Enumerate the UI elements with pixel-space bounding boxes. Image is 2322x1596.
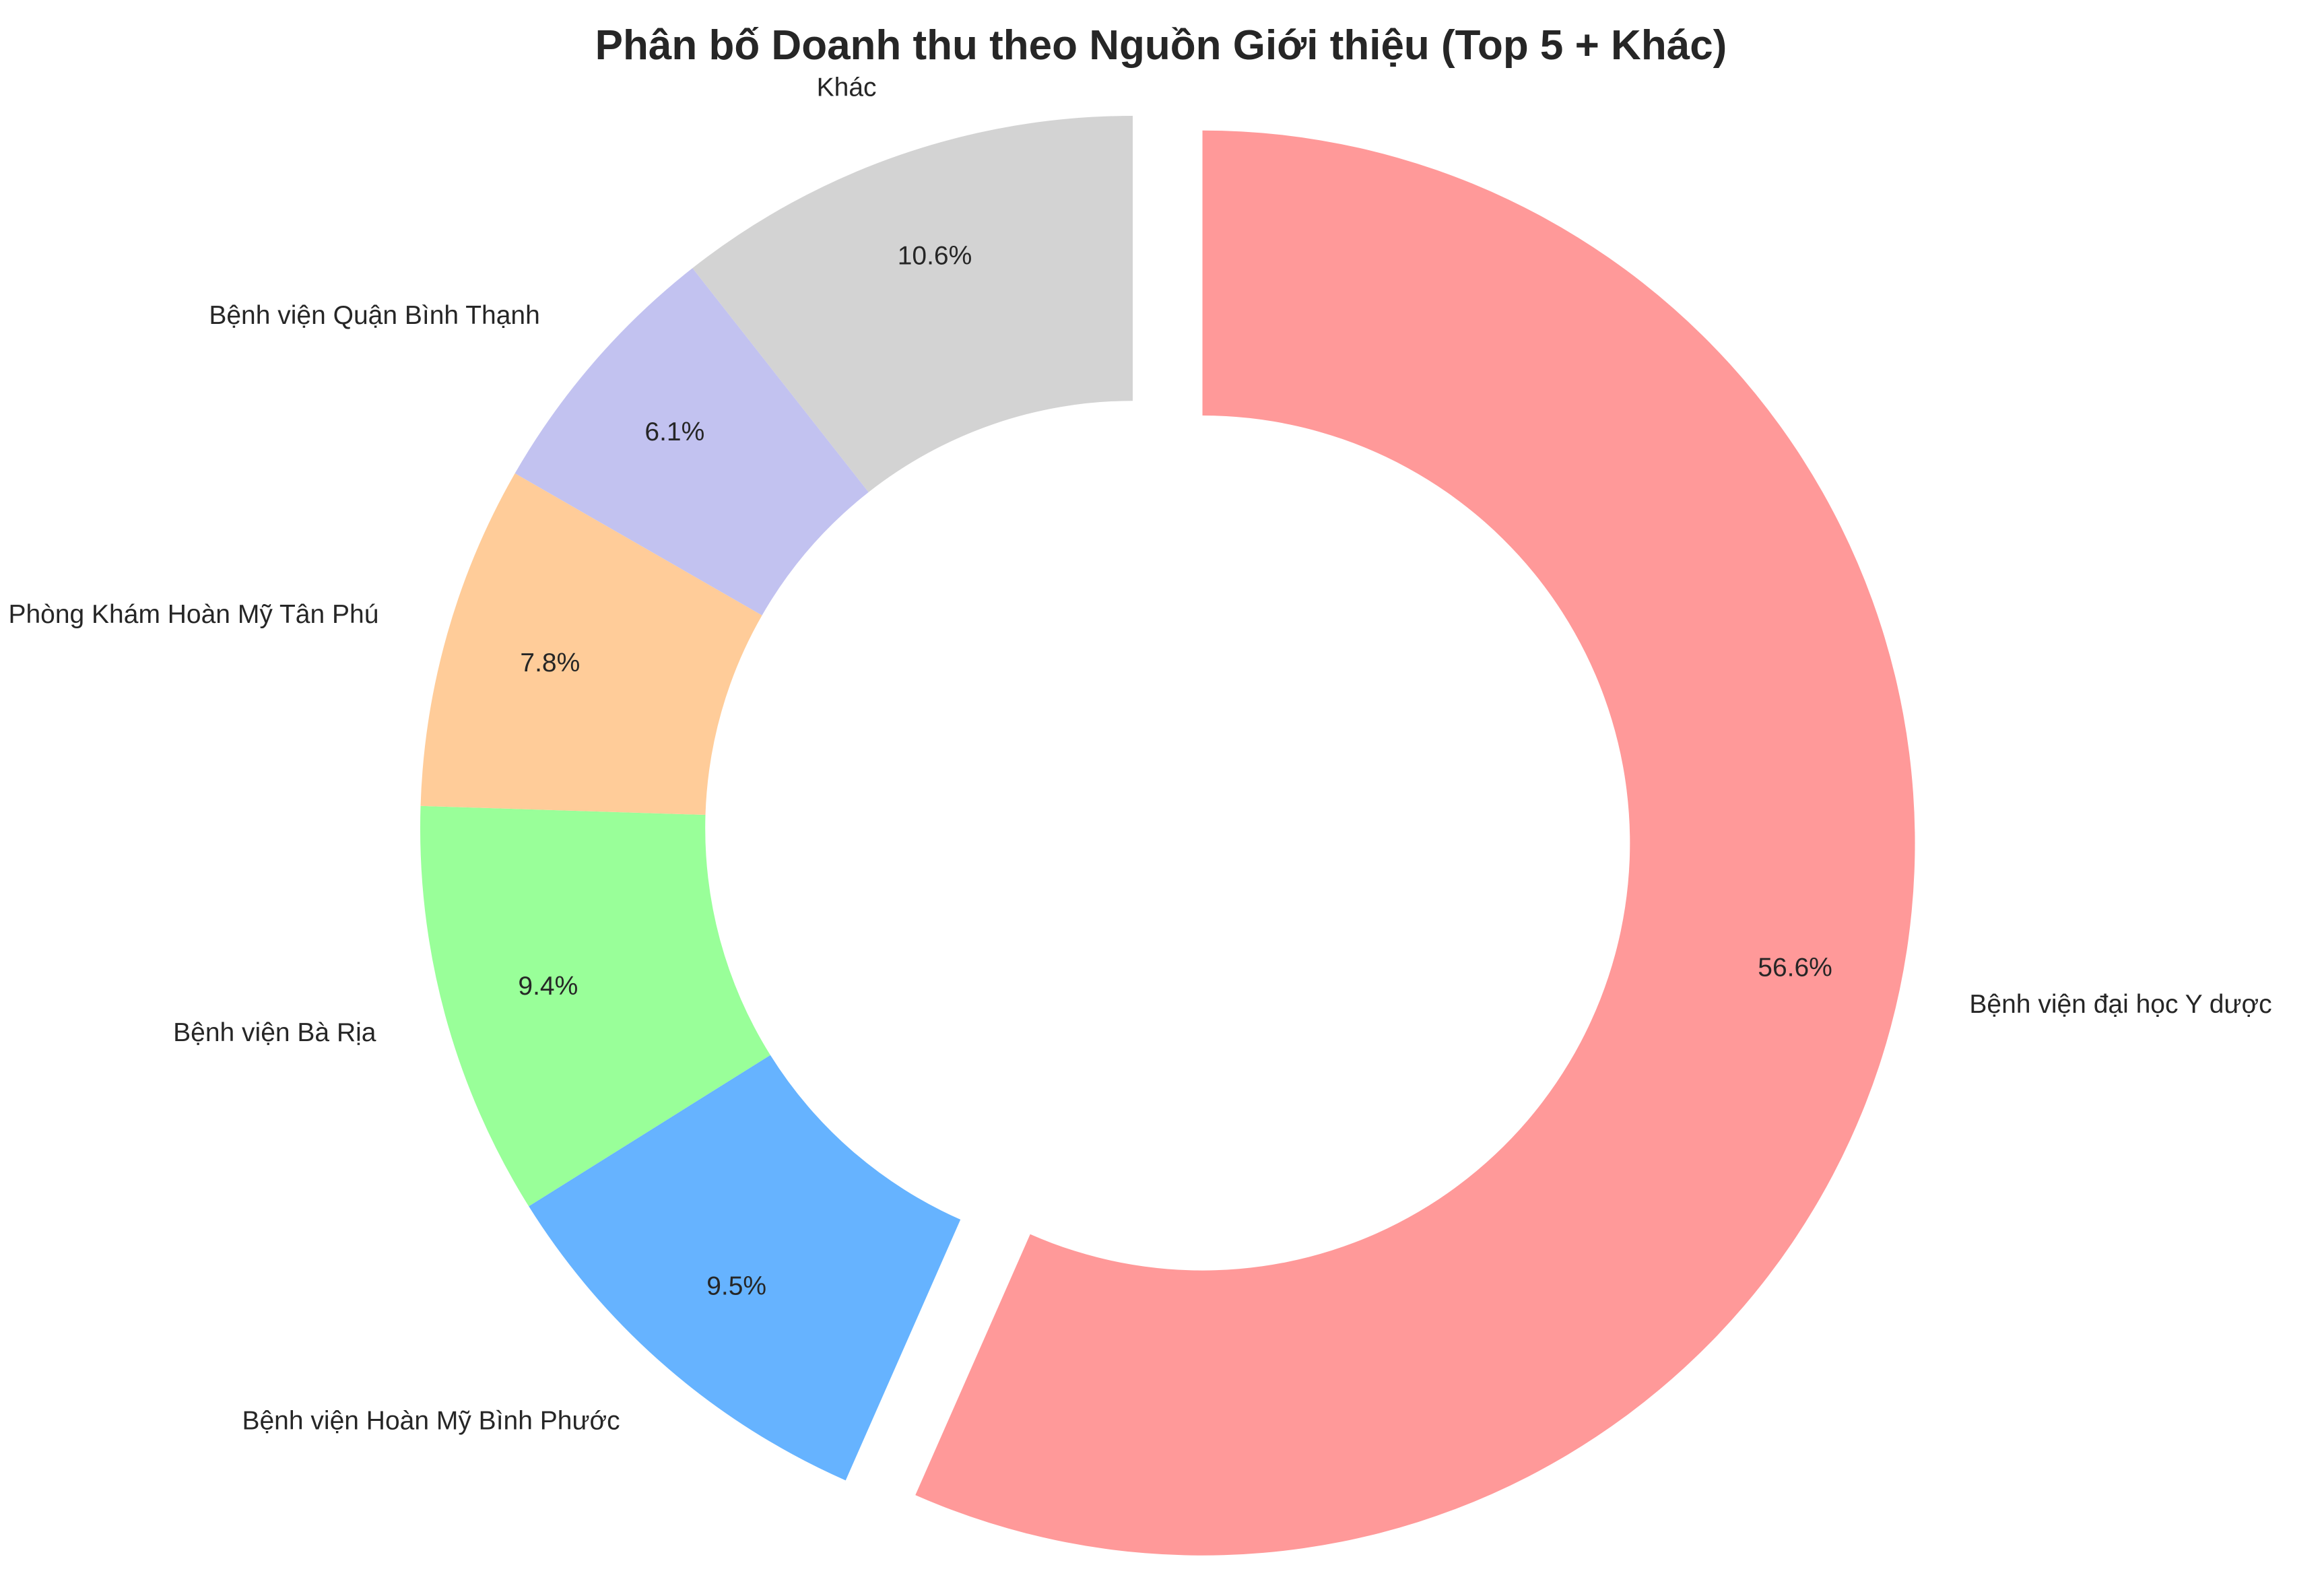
slice-percent-5: 10.6% — [898, 242, 972, 271]
donut-slice-3 — [420, 473, 762, 816]
slice-percent-4: 6.1% — [644, 418, 704, 446]
slice-percent-1: 9.5% — [706, 1272, 766, 1301]
donut-slice-0 — [915, 130, 1915, 1556]
slice-label-0: Bệnh viện đại học Y dược — [1969, 990, 2271, 1019]
slice-percent-3: 7.8% — [520, 649, 580, 677]
slice-label-5: Khác — [817, 73, 877, 102]
slice-percent-2: 9.4% — [518, 972, 578, 1001]
slice-label-3: Phòng Khám Hoàn Mỹ Tân Phú — [8, 600, 378, 629]
slice-label-2: Bệnh viện Bà Rịa — [173, 1018, 376, 1047]
donut-slice-2 — [420, 805, 770, 1207]
slice-label-4: Bệnh viện Quận Bình Thạnh — [209, 301, 539, 330]
slice-percent-0: 56.6% — [1758, 953, 1832, 982]
donut-slice-4 — [515, 268, 869, 616]
chart-title: Phân bố Doanh thu theo Nguồn Giới thiệu … — [595, 22, 1727, 69]
donut-slice-5 — [692, 116, 1133, 492]
slice-label-1: Bệnh viện Hoàn Mỹ Bình Phước — [242, 1407, 620, 1436]
donut-slice-1 — [529, 1055, 961, 1481]
